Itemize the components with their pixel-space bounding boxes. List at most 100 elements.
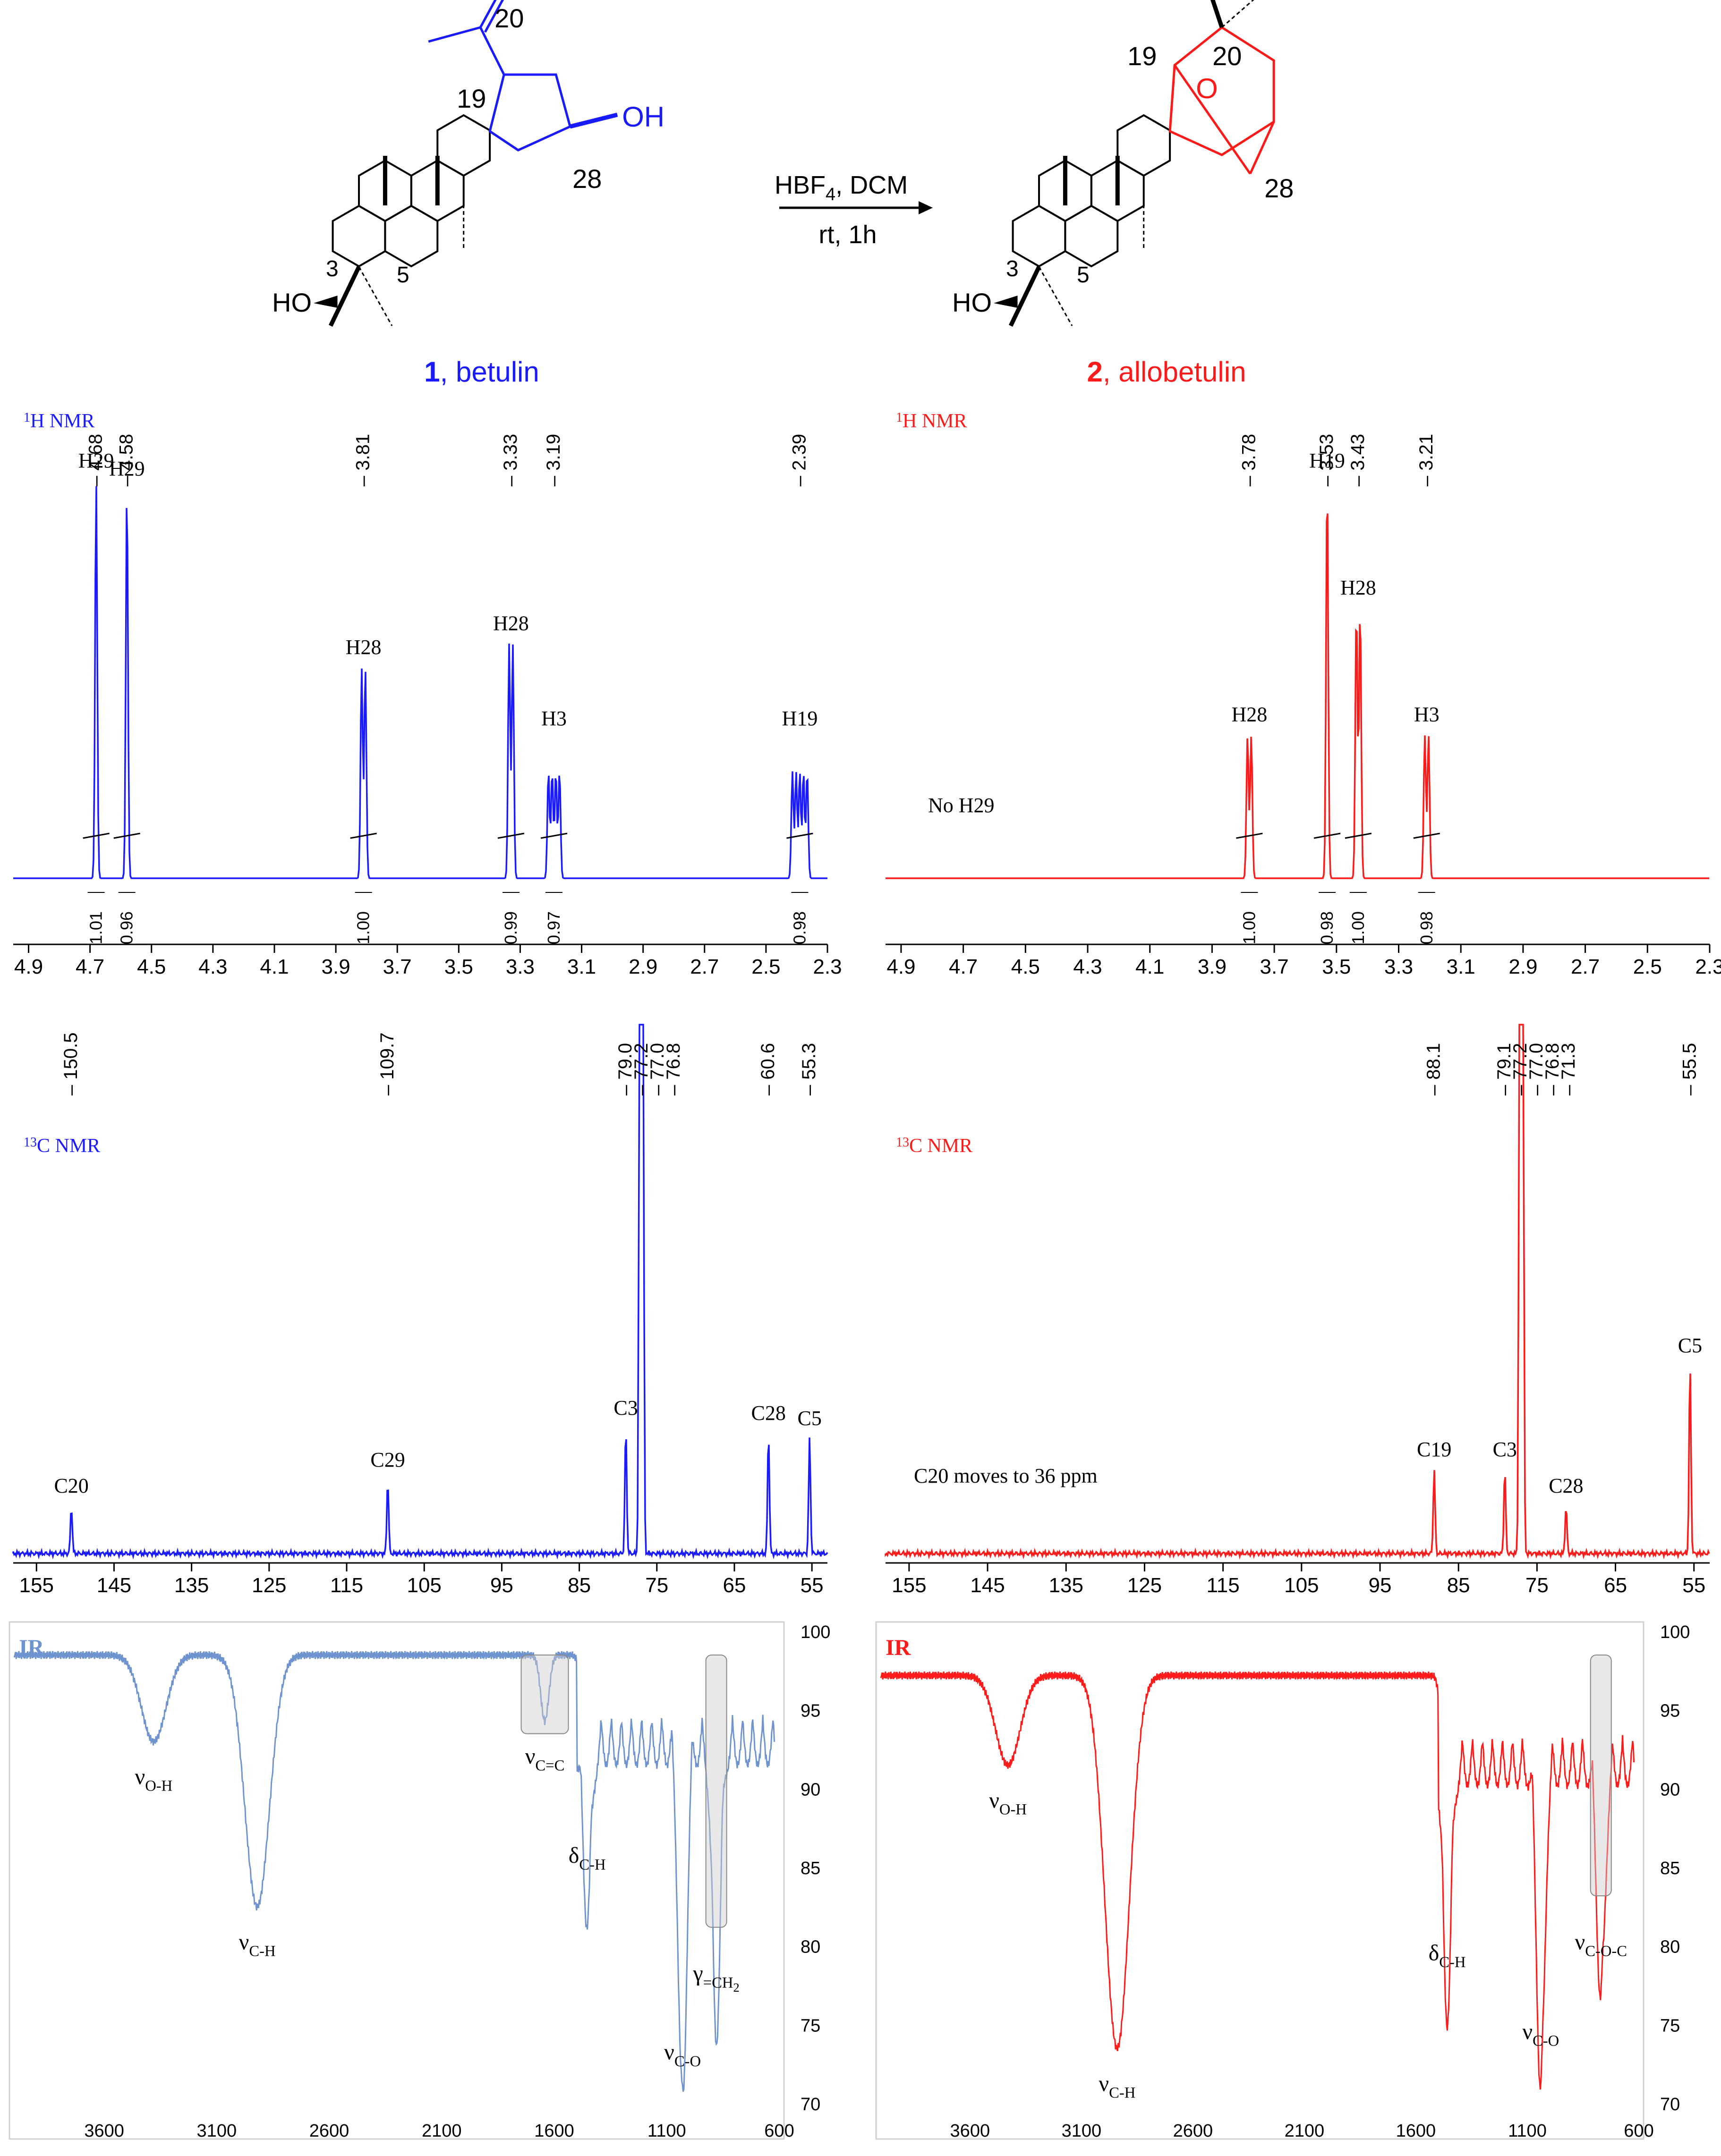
arrow-head: [919, 201, 933, 214]
band-label: νC-H: [1099, 2071, 1135, 2101]
wedge-bond: [314, 296, 338, 308]
x-tick-label: 4.1: [260, 955, 289, 978]
x-tick-label: 4.5: [1011, 955, 1040, 978]
integral-mark: [540, 832, 568, 839]
x-tick-label: 65: [1604, 1574, 1627, 1597]
x-tick-label: 3.7: [383, 955, 412, 978]
band-label: γ=CH2: [693, 1961, 740, 1995]
x-tick-label: 135: [174, 1574, 209, 1597]
highlight-box: [1590, 1655, 1612, 1896]
annotation: C20 moves to 36 ppm: [914, 1464, 1098, 1487]
chart-title: 13C NMR: [896, 1135, 972, 1157]
peak-assignment-label: H29: [78, 449, 114, 472]
peak-shift-label: – 3.81: [353, 434, 374, 486]
hydroxyl-label: HO: [952, 288, 992, 317]
x-tick-label: 3.3: [1384, 955, 1413, 978]
band-label: δC-H: [569, 1843, 606, 1873]
band-label: νC-O: [664, 2040, 701, 2070]
c5-label: 5: [1077, 263, 1090, 288]
methyl-bond: [1008, 266, 1041, 327]
oxygen-label: O: [1196, 73, 1218, 104]
ether-bridge: [1174, 64, 1252, 175]
c20-label: 20: [494, 3, 524, 33]
peak-shift-label: – 60.6: [758, 1043, 778, 1095]
peak-assignment-label: H3: [541, 707, 567, 730]
y-tick-label: 95: [801, 1701, 820, 1721]
peak-shift-label: – 76.8: [663, 1043, 684, 1095]
c20-label: 20: [1212, 41, 1242, 71]
integral-mark: [350, 832, 377, 839]
x-tick-label: 2.3: [1695, 955, 1721, 978]
h1-allobetulin-panel: 1H NMR 4.9 4.7 4.5 4.3 4.1 3.9 3.7 3.5 3.3 3.1 2.9 2…: [886, 410, 1721, 978]
peak-assignment-label: H28: [1340, 576, 1376, 599]
c13-allobetulin-panel: 13C NMR 155 145 135 125 115 105 95 85 75 65 55 – 88.…: [885, 1024, 1710, 1597]
band-label: νO-H: [135, 1764, 173, 1794]
x-tick-label: 105: [1284, 1574, 1319, 1597]
x-tick-label: 3100: [1062, 2121, 1102, 2141]
peak-assignment-label: H29: [109, 457, 145, 480]
integral-mark: [786, 832, 813, 839]
integral-mark: [1236, 832, 1263, 839]
integral-value: 1.01: [86, 911, 106, 944]
x-tick-label: 145: [97, 1574, 131, 1597]
integral-value: 0.98: [1417, 911, 1436, 944]
peak-assignment-label: C3: [1493, 1438, 1517, 1461]
methyl-bond: [1038, 266, 1073, 326]
hydroxyl-label: HO: [272, 288, 312, 317]
integral-value: 1.00: [1348, 911, 1368, 944]
methyl-bond: [358, 266, 393, 326]
band-label: νC=C: [525, 1744, 565, 1774]
peak-shift-label: – 4.58: [116, 434, 137, 486]
x-tick-label: 65: [723, 1574, 746, 1597]
y-tick-label: 100: [1660, 1622, 1690, 1642]
wedge-bond: [994, 296, 1018, 308]
integral-mark: [1313, 832, 1341, 839]
band-label: νC-O-C: [1575, 1929, 1627, 1960]
peak-assignment-label: C19: [1417, 1438, 1451, 1461]
peak-assignment-label: H3: [1414, 703, 1440, 726]
x-tick-label: 3.7: [1260, 955, 1289, 978]
integral-value: 0.96: [117, 911, 136, 944]
x-tick-label: 2.5: [1633, 955, 1662, 978]
spectrum-trace: [13, 486, 827, 879]
peak-shift-label: – 3.33: [500, 434, 521, 486]
ring-2: [1064, 204, 1119, 268]
x-tick-label: 4.7: [76, 955, 104, 978]
x-tick-label: 600: [764, 2121, 794, 2141]
peak-shift-label: – 55.3: [799, 1043, 819, 1095]
x-tick-label: 2100: [1285, 2121, 1325, 2141]
x-tick-label: 3.9: [322, 955, 350, 978]
x-tick-label: 3.3: [506, 955, 535, 978]
x-tick-label: 3100: [197, 2121, 237, 2141]
y-tick-label: 100: [801, 1622, 830, 1642]
annotation: No H29: [928, 794, 995, 817]
peak-assignment-label: C3: [613, 1396, 638, 1419]
c3-label: 3: [326, 256, 339, 281]
integral-value: 1.00: [354, 911, 373, 944]
x-tick-label: 1100: [648, 2121, 686, 2141]
y-tick-label: 70: [1660, 2095, 1680, 2114]
y-tick-label: 90: [801, 1780, 820, 1799]
structure-allobetulin: HO 3 5 O 19 20 28: [952, 0, 1294, 327]
x-tick-label: 125: [1127, 1574, 1162, 1597]
methyl-bond: [428, 26, 481, 43]
c13-betulin-panel: 13C NMR 155 145 135 125 115 105 95 85 75 65 55 – 150…: [12, 1024, 828, 1597]
band-label: νC-H: [239, 1929, 276, 1960]
peak-assignment-label: H19: [1309, 449, 1345, 472]
x-tick-label: 1100: [1508, 2121, 1547, 2141]
c19-label: 19: [457, 84, 486, 113]
peak-assignment-label: H28: [493, 611, 529, 635]
peak-shift-label: – 3.78: [1238, 434, 1259, 486]
methyl-bond: [1221, 0, 1254, 28]
c3-label: 3: [1006, 256, 1019, 281]
integral-mark: [113, 832, 140, 839]
structure-betulin: HO35292019OH28: [272, 0, 665, 327]
peak-shift-label: – 2.39: [789, 434, 809, 486]
peak-shift-label: – 88.1: [1423, 1043, 1444, 1095]
isopropenyl-bond: [479, 26, 505, 76]
peak-assignment-label: C29: [370, 1448, 405, 1471]
peak-assignment-label: H19: [782, 707, 818, 730]
chart-title: 13C NMR: [24, 1135, 100, 1157]
y-tick-label: 80: [1660, 1937, 1680, 1957]
plot-frame: [875, 1621, 1644, 2140]
